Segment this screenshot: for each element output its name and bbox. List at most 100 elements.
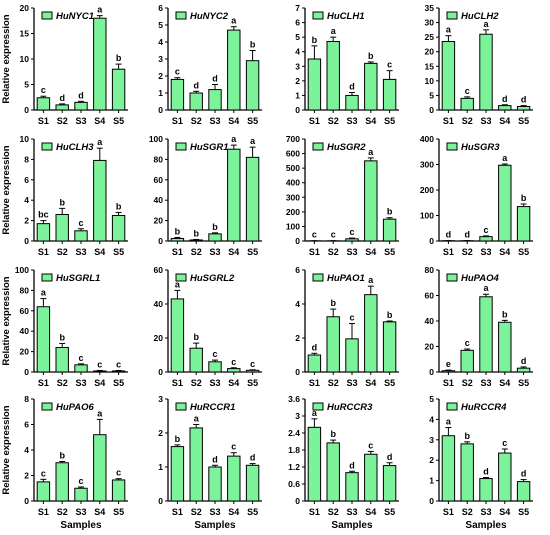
significance-letter: a	[97, 137, 103, 147]
bar	[516, 206, 531, 242]
legend-label: HuPAO4	[461, 273, 500, 284]
x-tick-label: S2	[462, 247, 473, 257]
significance-letter: b	[330, 298, 336, 308]
bar	[516, 106, 531, 111]
significance-letter: a	[483, 19, 489, 29]
x-tick-label: S1	[172, 116, 183, 126]
x-tick-label: S5	[113, 247, 124, 257]
bar	[227, 29, 241, 111]
y-tick-label: 0	[295, 367, 300, 377]
bar	[245, 369, 260, 373]
significance-letter: c	[368, 440, 373, 450]
legend-swatch	[312, 142, 324, 151]
legend-label: HuRCCR4	[461, 402, 507, 413]
x-tick-label: S3	[209, 247, 220, 257]
significance-letter: d	[212, 74, 218, 84]
y-tick-label: 0	[158, 236, 163, 246]
bar	[382, 321, 397, 373]
significance-letter: b	[193, 332, 199, 342]
significance-letter: b	[330, 429, 336, 439]
bar	[227, 368, 241, 373]
x-tick-label: S3	[209, 116, 220, 126]
y-tick-label: 100	[420, 211, 434, 221]
y-tick-label: 1	[429, 476, 434, 486]
y-tick-label: 5	[429, 394, 434, 404]
x-tick-label: S5	[247, 247, 258, 257]
significance-letter: b	[116, 53, 122, 63]
y-tick-label: 2	[24, 471, 29, 481]
y-tick-label: 15	[20, 29, 30, 39]
y-tick-label: 20	[154, 216, 164, 226]
y-tick-label: 0	[295, 496, 300, 506]
chart-panel: 0 2 4 6 8 c S1 b S2 c S3 a S4 c S5 HuPAO6 Relative expre…	[1, 394, 128, 531]
x-tick-label: S5	[384, 247, 395, 257]
bar	[74, 487, 88, 502]
y-tick-label: 1.2	[288, 462, 300, 472]
bar	[227, 455, 241, 502]
significance-letter: a	[446, 25, 452, 35]
y-tick-label: 5	[429, 90, 434, 100]
y-tick-label: 0	[429, 236, 434, 246]
bar	[208, 466, 222, 502]
significance-letter: c	[78, 476, 83, 486]
bar	[307, 354, 322, 373]
significance-letter: d	[59, 93, 65, 103]
x-tick-label: S4	[365, 507, 376, 517]
y-tick-label: 400	[286, 178, 300, 188]
significance-letter: a	[331, 26, 337, 36]
bar	[326, 316, 340, 373]
bar	[36, 223, 51, 242]
x-axis-title: Samples	[331, 520, 373, 531]
x-tick-label: S3	[75, 247, 86, 257]
significance-letter: b	[59, 450, 65, 460]
significance-letter: a	[97, 408, 103, 418]
chart-panel: 0 0.6 1.2 1.8 2.4 3 3.6 a S1 b S2 d S3 c S4 d S5 HuRCCR3 S…	[288, 394, 399, 531]
significance-letter: a	[231, 16, 237, 26]
x-tick-label: S4	[94, 507, 105, 517]
legend-swatch	[446, 273, 458, 282]
x-tick-label: S3	[346, 247, 357, 257]
significance-letter: a	[97, 5, 103, 15]
x-tick-label: S4	[94, 378, 105, 388]
significance-letter: b	[250, 40, 256, 50]
legend-label: HuRCCR3	[327, 402, 373, 413]
x-tick-label: S4	[228, 247, 239, 257]
y-tick-label: 5	[158, 20, 163, 30]
x-tick-label: S1	[38, 247, 49, 257]
y-tick-label: 4	[24, 445, 29, 455]
legend-label: HuSGR2	[327, 142, 366, 153]
bar	[460, 349, 474, 373]
significance-letter: d	[349, 82, 355, 92]
y-tick-label: 35	[425, 3, 435, 13]
y-tick-label: 0	[24, 236, 29, 246]
y-tick-label: 20	[425, 47, 435, 57]
y-tick-label: 3.6	[288, 394, 300, 404]
bar	[245, 464, 260, 502]
bar	[208, 361, 222, 373]
y-tick-label: 7	[295, 3, 300, 13]
significance-letter: c	[349, 227, 354, 237]
y-tick-label: 20	[20, 3, 30, 13]
bar	[93, 159, 107, 242]
significance-letter: a	[502, 153, 508, 163]
bar	[479, 296, 493, 373]
y-axis-title: Relative expression	[1, 14, 12, 103]
x-tick-label: S1	[309, 378, 320, 388]
y-tick-label: 6	[24, 175, 29, 185]
y-tick-label: 6	[295, 18, 300, 28]
x-tick-label: S2	[462, 507, 473, 517]
x-tick-label: S4	[365, 247, 376, 257]
chart-panel: 0 2 4 6 8 10 bc S1 b S2 c S3 a S4 b S5 HuCLH3 Relative ex…	[1, 134, 128, 257]
legend-label: HuCLH1	[327, 11, 364, 22]
bar	[498, 321, 512, 373]
x-tick-label: S4	[365, 378, 376, 388]
y-tick-label: 5	[24, 80, 29, 90]
y-tick-label: 2	[295, 76, 300, 86]
y-tick-label: 20	[425, 342, 435, 352]
x-tick-label: S2	[462, 378, 473, 388]
significance-letter: b	[193, 228, 199, 238]
chart-panel: 0 1 2 3 4 5 6 7 b S1 a S2 d S3 b S4 c S5 HuCLH1	[295, 3, 399, 126]
significance-letter: c	[97, 359, 102, 369]
x-tick-label: S3	[346, 116, 357, 126]
bar	[460, 443, 474, 502]
